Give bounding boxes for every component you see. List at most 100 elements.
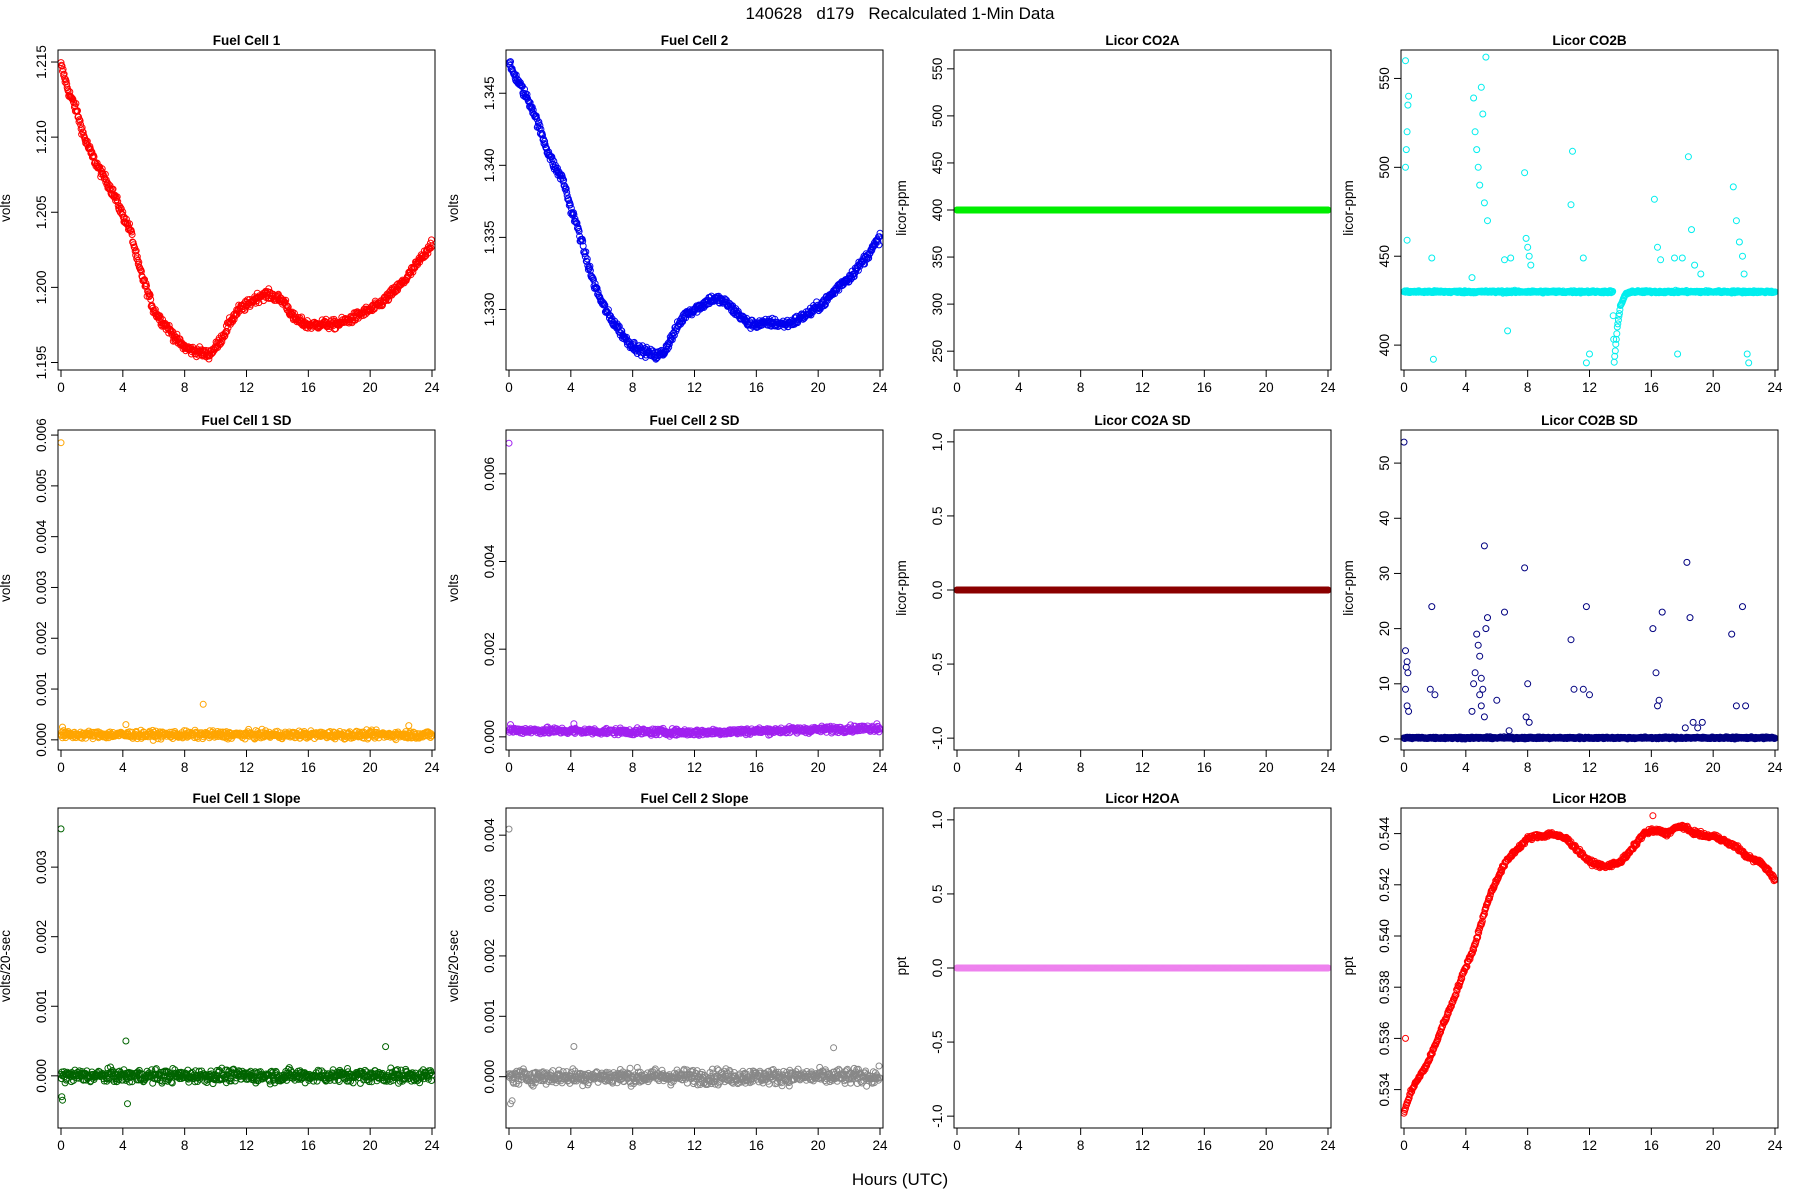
fuel-cell-2-x-tick-label: 8 bbox=[629, 380, 637, 395]
fuel-cell-2-point bbox=[539, 131, 546, 139]
licor-co2b-outlier-point bbox=[1402, 57, 1409, 65]
licor-co2b-outlier-point bbox=[1403, 236, 1411, 244]
licor-co2b-point bbox=[1609, 287, 1617, 295]
fuel-cell-2-point bbox=[532, 112, 540, 120]
fuel-cell-1-sd-point bbox=[258, 725, 266, 733]
licor-co2b-outlier-point bbox=[1586, 350, 1593, 358]
fuel-cell-1-x-tick-label: 20 bbox=[363, 380, 378, 395]
fuel-cell-2-sd-x-tick-label: 4 bbox=[567, 760, 575, 775]
fuel-cell-2-point bbox=[529, 106, 537, 114]
fuel-cell-1-point bbox=[230, 311, 238, 319]
fuel-cell-2-point bbox=[875, 241, 883, 249]
fuel-cell-2-x-tick-label: 12 bbox=[687, 380, 702, 395]
fuel-cell-2-sd-points bbox=[506, 439, 883, 740]
licor-co2b-point bbox=[1613, 323, 1621, 331]
licor-co2a-point bbox=[1324, 206, 1331, 214]
fuel-cell-2-x-tick-label: 16 bbox=[749, 380, 764, 395]
fuel-cell-1-sd-point bbox=[427, 734, 434, 741]
licor-co2b-outlier-point bbox=[1743, 350, 1751, 358]
licor-co2b-outlier-point bbox=[1735, 238, 1743, 246]
fuel-cell-2-point bbox=[582, 248, 590, 256]
licor-co2b-outlier-point bbox=[1429, 355, 1437, 363]
fuel-cell-2-point bbox=[670, 331, 678, 339]
fuel-cell-1-sd-title: Fuel Cell 1 SD bbox=[201, 413, 291, 428]
licor-co2b-x-tick-label: 12 bbox=[1582, 380, 1597, 395]
fuel-cell-2-panel: Fuel Cell 20 4 8 12 16 20 241.3301.3351.3401.3… bbox=[446, 33, 888, 395]
licor-co2b-y-tick-label: 450 bbox=[1377, 245, 1392, 268]
fuel-cell-1-sd-y-axis-label: volts bbox=[0, 574, 13, 602]
licor-co2b-outlier-point bbox=[1745, 359, 1753, 367]
fuel-cell-1-sd-y-tick-label: 0.001 bbox=[34, 672, 49, 706]
licor-co2b-outlier-point bbox=[1477, 83, 1485, 91]
licor-co2b-outlier-point bbox=[1521, 169, 1529, 177]
fuel-cell-1-sd-y-tick-label: 0.000 bbox=[34, 723, 49, 757]
fuel-cell-2-sd-y-tick-label: 0.002 bbox=[482, 632, 497, 666]
licor-co2b-point bbox=[1615, 310, 1623, 318]
licor-co2b-x-tick-label: 20 bbox=[1706, 380, 1721, 395]
fuel-cell-2-point bbox=[573, 219, 581, 227]
fuel-cell-2-title: Fuel Cell 2 bbox=[661, 33, 729, 48]
licor-co2a-points bbox=[954, 206, 1331, 214]
fuel-cell-1-point bbox=[428, 242, 435, 250]
licor-co2b-outlier-point bbox=[1482, 53, 1490, 61]
licor-co2a-y-tick-label: 500 bbox=[930, 105, 945, 128]
fuel-cell-1-point bbox=[128, 231, 136, 238]
fuel-cell-1-sd-x-tick-label: 24 bbox=[424, 760, 440, 775]
fuel-cell-2-x-tick-label: 0 bbox=[505, 380, 513, 395]
fuel-cell-1-sd-point bbox=[428, 732, 435, 740]
licor-co2b-point bbox=[1609, 312, 1617, 320]
page-title: 140628 d179 Recalculated 1-Min Data bbox=[745, 4, 1055, 23]
licor-co2b-outlier-point bbox=[1684, 153, 1692, 161]
fuel-cell-1-sd-x-tick-label: 8 bbox=[181, 760, 189, 775]
licor-co2b-outlier-point bbox=[1476, 181, 1484, 189]
fuel-cell-2-sd-outlier-point bbox=[507, 721, 514, 729]
fuel-cell-2-y-tick-label: 1.340 bbox=[482, 148, 497, 182]
fuel-cell-1-sd-x-tick-label: 12 bbox=[239, 760, 254, 775]
fuel-cell-2-point bbox=[876, 229, 883, 237]
fuel-cell-1-point bbox=[58, 59, 65, 67]
fuel-cell-2-point bbox=[583, 255, 591, 263]
licor-co2a-sd-panel: Licor CO2A SD0 4 8 12 16 20 24-1.0-0.50.00.51.… bbox=[894, 413, 1336, 775]
fuel-cell-1-point bbox=[113, 193, 121, 201]
fuel-cell-2-sd-x-tick-label: 0 bbox=[505, 760, 513, 775]
licor-co2b-outlier-point bbox=[1470, 94, 1478, 102]
licor-co2a-x-tick-label: 8 bbox=[1077, 380, 1085, 395]
fuel-cell-1-x-tick-label: 0 bbox=[57, 380, 65, 395]
fuel-cell-1-point bbox=[76, 117, 84, 125]
fuel-cell-1-point bbox=[116, 208, 124, 216]
licor-co2b-outlier-point bbox=[1468, 274, 1476, 282]
fuel-cell-2-point bbox=[586, 267, 594, 274]
licor-co2b-outlier-point bbox=[1729, 183, 1737, 191]
licor-co2b-outlier-point bbox=[1691, 261, 1699, 269]
fuel-cell-2-sd-outlier-point bbox=[506, 439, 513, 447]
licor-co2b-outlier-point bbox=[1402, 163, 1409, 171]
fuel-cell-2-y-tick-label: 1.330 bbox=[482, 293, 497, 327]
fuel-cell-2-point bbox=[586, 262, 594, 270]
licor-co2a-title: Licor CO2A bbox=[1105, 33, 1180, 48]
fuel-cell-2-sd-x-tick-label: 24 bbox=[872, 760, 888, 775]
fuel-cell-2-point bbox=[563, 192, 571, 200]
fuel-cell-1-point bbox=[420, 254, 428, 261]
fuel-cell-1-sd-points bbox=[58, 439, 435, 744]
fuel-cell-1-sd-x-tick-label: 20 bbox=[363, 760, 378, 775]
licor-co2a-sd-points bbox=[954, 586, 1331, 594]
fuel-cell-1-sd-outlier-point bbox=[199, 700, 207, 708]
licor-co2a-x-tick-label: 20 bbox=[1259, 380, 1274, 395]
licor-co2b-points bbox=[1401, 53, 1778, 367]
fuel-cell-1-point bbox=[58, 62, 66, 70]
licor-co2b-point bbox=[1613, 330, 1621, 338]
licor-co2b-outlier-point bbox=[1579, 254, 1587, 262]
licor-co2b-outlier-point bbox=[1740, 270, 1748, 278]
fuel-cell-1-sd-x-tick-label: 0 bbox=[57, 760, 65, 775]
licor-co2b-outlier-point bbox=[1504, 327, 1512, 335]
licor-co2b-outlier-point bbox=[1522, 234, 1530, 242]
licor-co2b-x-tick-label: 4 bbox=[1462, 380, 1470, 395]
licor-co2b-title: Licor CO2B bbox=[1552, 33, 1627, 48]
fuel-cell-1-y-tick-label: 1.200 bbox=[34, 270, 49, 304]
fuel-cell-2-point bbox=[507, 58, 514, 66]
licor-co2b-outlier-point bbox=[1428, 254, 1436, 262]
licor-co2a-y-axis-label: licor-ppm bbox=[894, 180, 909, 236]
licor-co2a-y-tick-label: 400 bbox=[930, 199, 945, 222]
licor-co2b-frame bbox=[1400, 49, 1779, 371]
fuel-cell-2-y-axis-label: volts bbox=[446, 194, 461, 222]
